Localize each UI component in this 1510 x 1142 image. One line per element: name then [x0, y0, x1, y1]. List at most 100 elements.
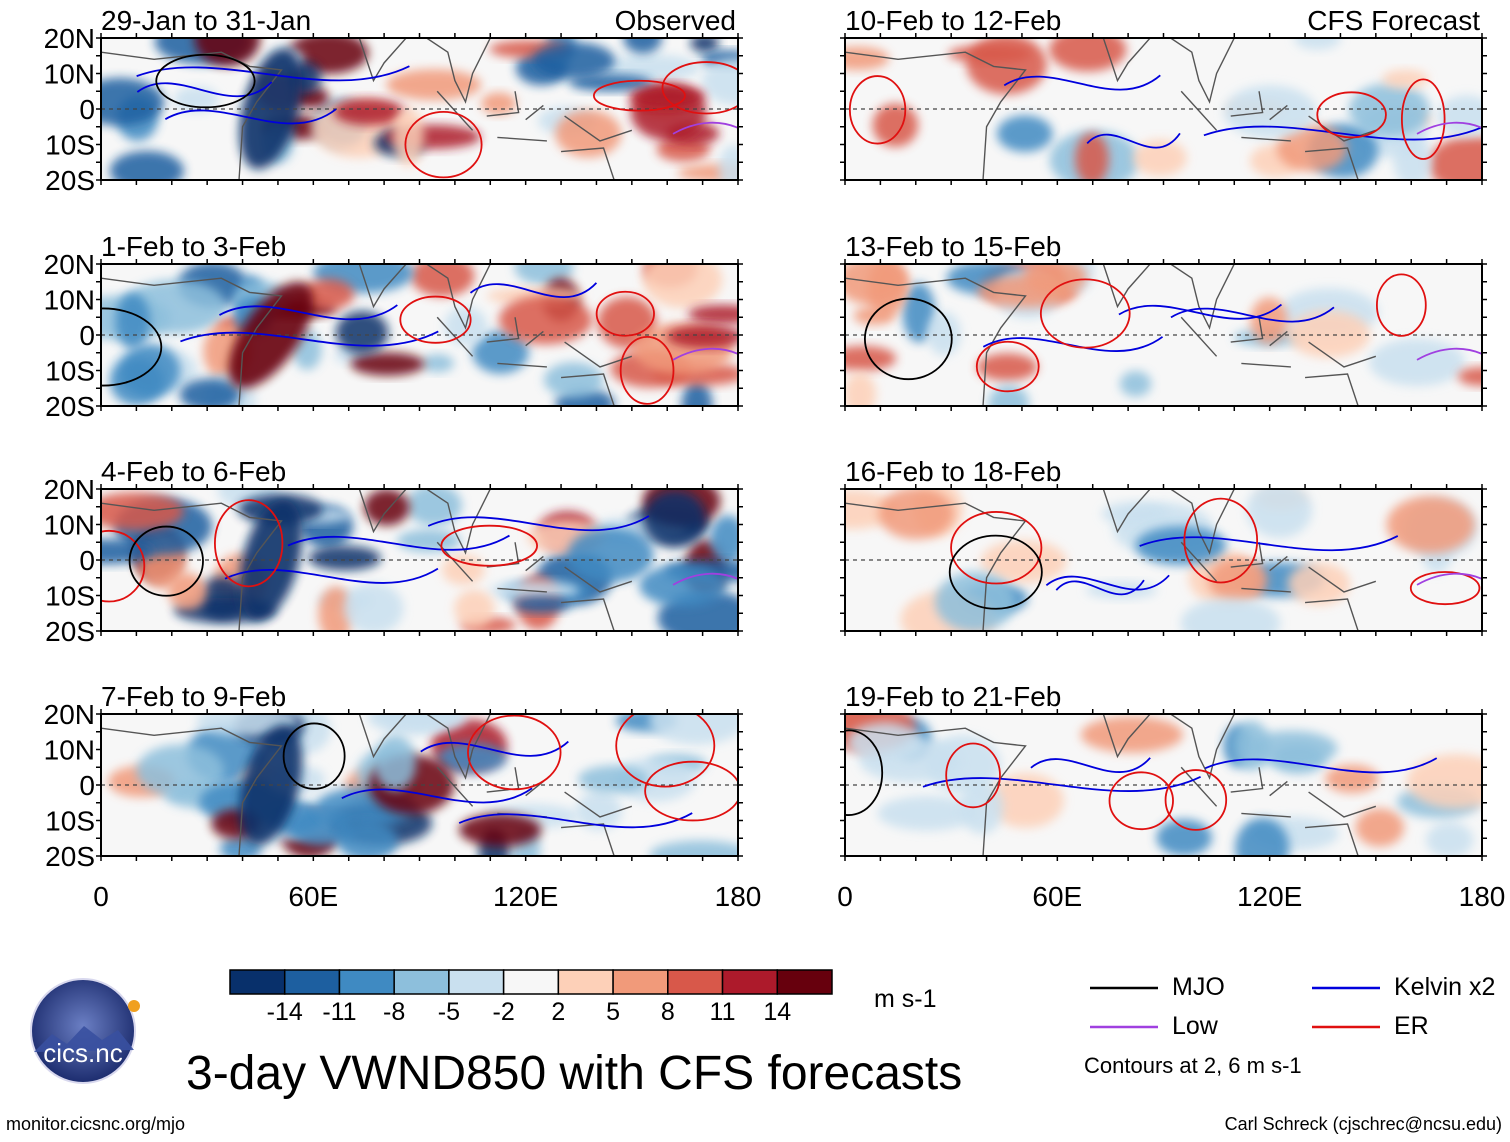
er-contour	[848, 75, 907, 145]
vwnd-cell	[472, 330, 529, 374]
kelvin-contour	[1003, 74, 1161, 91]
colorbar-tick-label: -8	[383, 998, 406, 1026]
wave-contours	[136, 53, 738, 179]
vwnd-cell	[569, 74, 653, 92]
wave-contours	[282, 714, 738, 829]
coastline	[1170, 264, 1235, 330]
vwnd-cell	[1386, 495, 1475, 554]
coastline	[358, 264, 408, 309]
vwnd-cell	[926, 311, 961, 356]
panel-date-label: 10-Feb to 12-Feb	[845, 5, 1061, 36]
vwnd-cell	[101, 539, 155, 565]
er-contour	[615, 714, 716, 788]
vwnd-cell	[513, 596, 571, 613]
vwnd-shading	[845, 489, 1477, 631]
coastline	[486, 91, 520, 117]
vwnd-cell	[532, 42, 616, 79]
y-tick-label: 10N	[44, 285, 95, 316]
vwnd-cell	[335, 311, 389, 355]
y-tick-label: 20S	[45, 841, 95, 872]
coastline	[1102, 489, 1152, 534]
vwnd-cell	[718, 144, 738, 180]
wave-contours	[101, 499, 738, 603]
mjo-contour	[845, 729, 884, 816]
vwnd-cell	[1235, 817, 1290, 856]
wave-contours	[848, 74, 1482, 160]
credit-url[interactable]: monitor.cicsnc.org/mjo	[6, 1114, 186, 1134]
vwnd-cell	[1049, 38, 1127, 72]
colorbar-tick-label: 14	[763, 998, 792, 1026]
er-contour	[619, 335, 675, 405]
coastline	[486, 317, 520, 343]
figure-title: 3-day VWND850 with CFS forecasts	[186, 1047, 963, 1100]
mjo-contour	[155, 53, 256, 109]
panel-date-label: 13-Feb to 15-Feb	[845, 231, 1061, 262]
legend-label: Low	[1172, 1012, 1218, 1040]
er-contour	[1108, 771, 1174, 831]
vwnd-cell	[1427, 136, 1482, 180]
mjo-contour	[101, 307, 163, 387]
coastlines	[845, 714, 1377, 856]
er-contour	[214, 499, 284, 588]
coastline	[426, 714, 491, 780]
mjo-contour	[863, 297, 953, 381]
vwnd-cell	[567, 527, 654, 583]
coastline	[1102, 714, 1152, 759]
vwnd-cell	[410, 264, 475, 297]
coastline	[564, 791, 633, 818]
vwnd-cell	[966, 38, 1047, 95]
legend-label: MJO	[1172, 973, 1225, 1001]
coastline	[436, 90, 474, 131]
coastline	[497, 136, 547, 142]
vwnd-cell	[173, 86, 220, 113]
vwnd-cell	[1276, 124, 1347, 172]
colorbar-tick-label: -11	[322, 998, 357, 1026]
coastline	[845, 727, 1027, 856]
panel-date-label: 7-Feb to 9-Feb	[101, 681, 286, 712]
kelvin-contour	[1045, 574, 1170, 591]
x-tick-label: 180	[1459, 881, 1506, 912]
er-contour	[440, 524, 538, 567]
coastline	[426, 264, 491, 330]
vwnd-cell	[1246, 730, 1338, 767]
vwnd-cell	[1135, 526, 1226, 566]
wave-contours	[845, 729, 1438, 831]
er-contour	[399, 295, 472, 344]
legend-label: Kelvin x2	[1394, 973, 1496, 1001]
coastline	[436, 316, 474, 357]
map-panel: 16-Feb to 18-Feb	[840, 456, 1487, 636]
y-tick-label: 10N	[44, 59, 95, 90]
panel-date-label: 1-Feb to 3-Feb	[101, 231, 286, 262]
er-contour	[1164, 769, 1228, 831]
coastline	[1269, 780, 1288, 797]
vwnd-cell	[681, 380, 713, 406]
vwnd-cell	[845, 372, 877, 406]
coastline	[1304, 147, 1359, 180]
cics-logo: cics.nc	[30, 978, 140, 1084]
vwnd-cell	[1180, 597, 1281, 631]
coastline	[845, 502, 1027, 631]
vwnd-cell	[902, 282, 936, 343]
coastlines	[845, 264, 1377, 406]
vwnd-cell	[373, 734, 417, 791]
coastline	[1304, 373, 1359, 406]
kelvin-contour	[1203, 125, 1482, 141]
coastline	[525, 330, 544, 347]
er-contour	[945, 742, 1001, 809]
colorbar	[229, 969, 833, 995]
vwnd-cell	[934, 571, 1015, 631]
kelvin-contour	[1204, 757, 1438, 774]
colorbar-tick-label: 8	[660, 998, 675, 1026]
colorbar-tick-label: -14	[266, 998, 303, 1026]
coastline	[1241, 136, 1291, 142]
panel-date-label: 29-Jan to 31-Jan	[101, 5, 311, 36]
vwnd-cell	[406, 489, 462, 527]
colorbar-tick-label: 5	[606, 998, 621, 1026]
er-contour	[467, 714, 562, 791]
coastline	[1308, 566, 1377, 593]
coastlines	[101, 264, 633, 406]
coastline	[1180, 90, 1218, 131]
vwnd-cell	[977, 353, 1038, 381]
vwnd-cell	[577, 765, 649, 794]
vwnd-cell	[639, 564, 727, 607]
